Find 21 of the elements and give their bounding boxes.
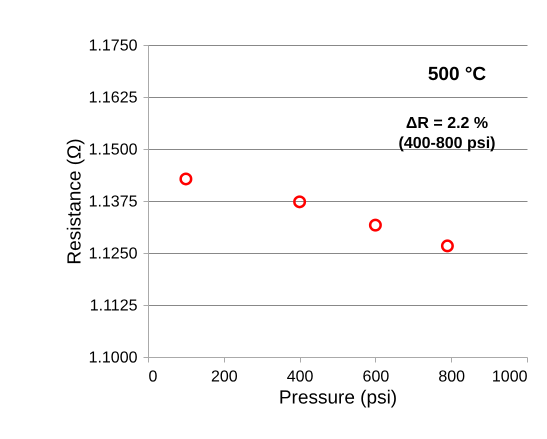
point: [293, 195, 306, 208]
x-tick-label: 1000: [492, 368, 528, 386]
x-tick-label: 800: [438, 368, 466, 386]
x-tick-label: 0: [148, 368, 158, 386]
x-tick-label: 400: [286, 368, 314, 386]
x-tick-label: 600: [362, 368, 390, 386]
annotation: 500 °C: [428, 64, 486, 85]
y-axis-title: Resistance (Ω): [64, 138, 86, 265]
point: [179, 172, 192, 186]
y-tick-label: 1.1750: [88, 38, 138, 54]
y-tick-label: 1.1375: [88, 194, 138, 210]
annotation: ΔR = 2.2 % (400-800 psi): [398, 115, 496, 152]
point: [440, 239, 454, 252]
y-tick-label: 1.1250: [88, 246, 138, 262]
x-axis-title: Pressure (psi): [278, 388, 398, 408]
y-tick-label: 1.1000: [88, 350, 138, 366]
point: [368, 218, 382, 232]
y-tick-label: 1.1125: [90, 298, 138, 314]
y-tick-label: 1.1500: [88, 142, 138, 158]
y-tick-label: 1.1625: [88, 90, 138, 106]
x-tick-label: 200: [210, 368, 238, 386]
